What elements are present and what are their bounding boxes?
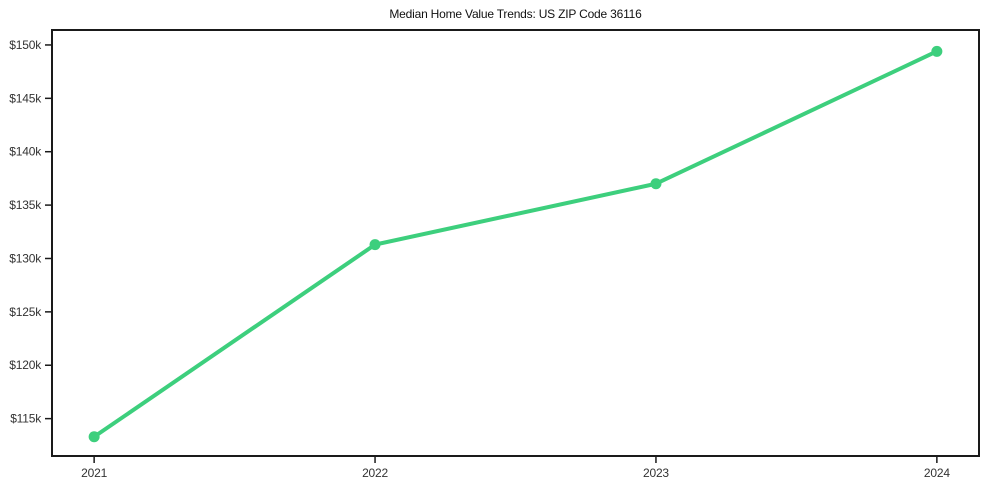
data-point-marker bbox=[931, 45, 943, 57]
y-tick-label: $120k bbox=[9, 358, 42, 372]
y-tick-label: $130k bbox=[9, 251, 42, 265]
data-point-marker bbox=[650, 178, 662, 190]
y-tick-label: $145k bbox=[9, 91, 42, 105]
y-tick-label: $115k bbox=[10, 412, 42, 426]
x-tick-label: 2022 bbox=[362, 466, 388, 480]
x-tick-label: 2024 bbox=[924, 466, 950, 480]
y-tick-label: $125k bbox=[9, 305, 42, 319]
data-line bbox=[92, 49, 939, 439]
y-tick-label: $150k bbox=[9, 38, 42, 52]
y-tick-label: $135k bbox=[9, 198, 42, 212]
data-point-marker bbox=[369, 239, 381, 251]
axes-border bbox=[51, 29, 980, 457]
x-tick-label: 2023 bbox=[643, 466, 669, 480]
data-point-marker bbox=[88, 431, 100, 443]
y-tick-label: $140k bbox=[9, 145, 42, 159]
chart-title: Median Home Value Trends: US ZIP Code 36… bbox=[389, 7, 642, 21]
x-tick-label: 2021 bbox=[81, 466, 107, 480]
